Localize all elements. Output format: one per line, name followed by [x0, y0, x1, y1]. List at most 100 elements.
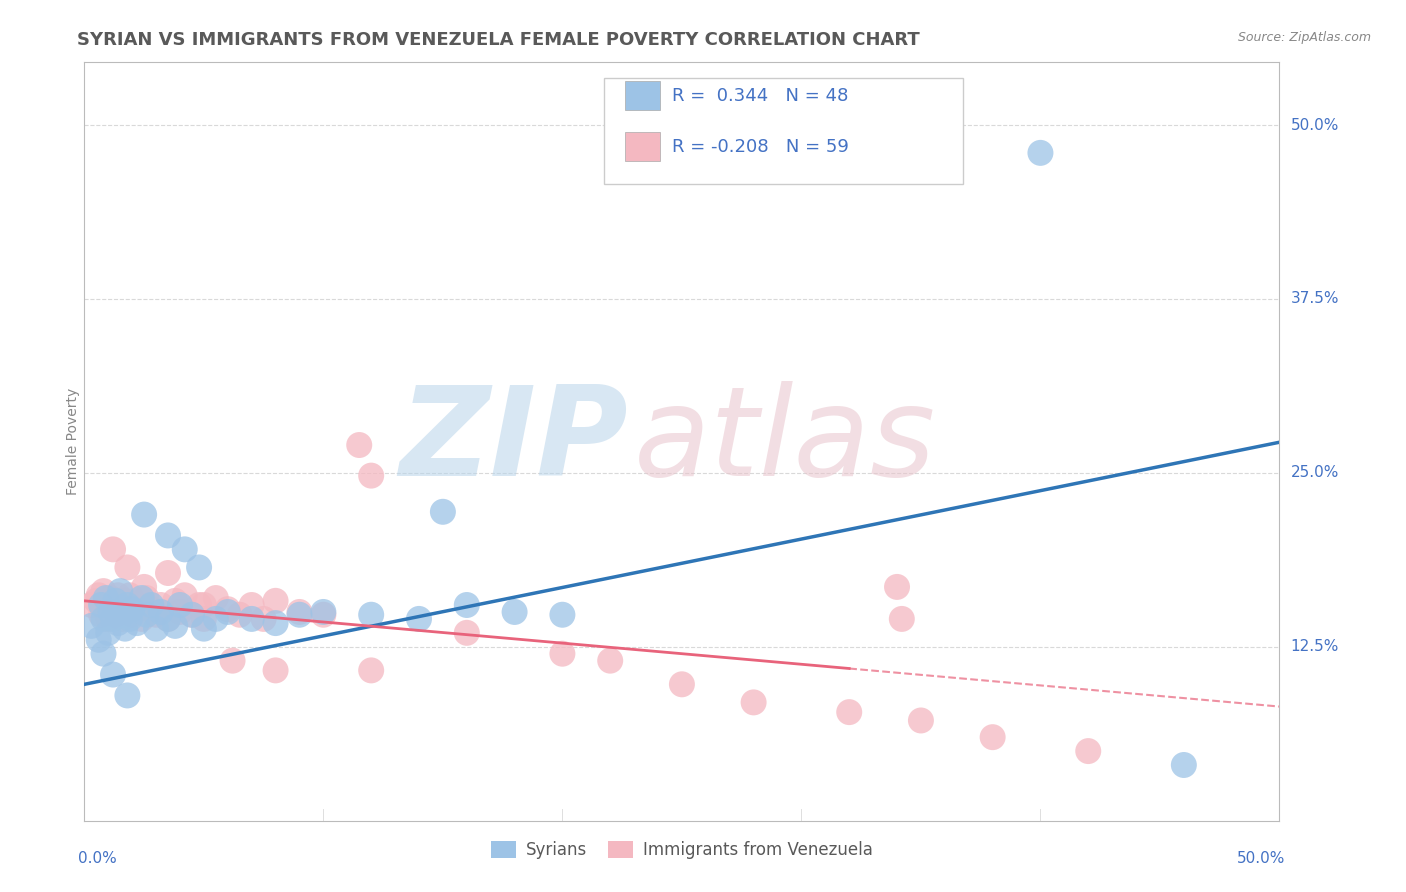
Text: R = -0.208   N = 59: R = -0.208 N = 59: [672, 137, 849, 155]
Point: [97, 612, 120, 626]
Point: [264, 664, 287, 678]
Point: [80, 619, 103, 633]
Point: [360, 607, 382, 622]
Point: [551, 647, 574, 661]
Point: [121, 602, 143, 616]
Point: [90, 607, 112, 622]
Point: [264, 616, 287, 631]
Point: [135, 591, 157, 605]
Point: [141, 602, 163, 616]
Text: 37.5%: 37.5%: [1291, 292, 1339, 307]
Point: [890, 612, 912, 626]
Point: [288, 607, 311, 622]
Text: R =  0.344   N = 48: R = 0.344 N = 48: [672, 87, 849, 104]
Text: 50.0%: 50.0%: [1291, 118, 1339, 133]
Text: Source: ZipAtlas.com: Source: ZipAtlas.com: [1237, 31, 1371, 45]
Point: [599, 654, 621, 668]
Point: [221, 654, 243, 668]
Point: [240, 598, 263, 612]
Point: [169, 598, 191, 612]
Point: [118, 588, 141, 602]
Point: [229, 607, 252, 622]
FancyBboxPatch shape: [605, 78, 963, 184]
Point: [910, 714, 932, 728]
Point: [87, 588, 110, 602]
Point: [149, 605, 172, 619]
Point: [117, 605, 139, 619]
Point: [165, 594, 187, 608]
Point: [193, 612, 215, 626]
Point: [114, 622, 136, 636]
Point: [110, 598, 132, 612]
Point: [981, 730, 1004, 744]
Point: [181, 607, 204, 622]
Point: [205, 591, 228, 605]
Text: SYRIAN VS IMMIGRANTS FROM VENEZUELA FEMALE POVERTY CORRELATION CHART: SYRIAN VS IMMIGRANTS FROM VENEZUELA FEMA…: [77, 31, 920, 49]
Point: [217, 602, 239, 616]
Text: ZIP: ZIP: [399, 381, 628, 502]
Point: [101, 667, 124, 681]
Text: atlas: atlas: [634, 381, 936, 502]
Point: [193, 622, 215, 636]
Point: [135, 607, 157, 622]
Point: [111, 612, 134, 626]
Point: [188, 598, 211, 612]
Point: [188, 560, 211, 574]
Point: [131, 591, 153, 605]
Point: [141, 598, 163, 612]
Point: [193, 598, 215, 612]
Point: [149, 598, 172, 612]
Point: [93, 584, 115, 599]
Point: [1173, 758, 1195, 772]
Point: [264, 594, 287, 608]
Point: [101, 598, 124, 612]
Text: 12.5%: 12.5%: [1291, 640, 1339, 654]
Point: [100, 591, 122, 605]
Point: [165, 619, 187, 633]
Point: [173, 542, 195, 557]
Point: [132, 508, 156, 522]
Point: [86, 594, 108, 608]
Text: 25.0%: 25.0%: [1291, 466, 1339, 480]
Point: [408, 612, 430, 626]
Point: [145, 607, 167, 622]
Point: [145, 622, 167, 636]
Point: [118, 612, 141, 626]
Point: [90, 598, 112, 612]
Point: [360, 664, 382, 678]
Point: [169, 605, 191, 619]
Point: [349, 438, 371, 452]
Point: [456, 625, 478, 640]
Point: [100, 605, 122, 619]
Point: [432, 505, 454, 519]
Point: [157, 528, 180, 542]
Point: [181, 607, 204, 622]
Point: [1029, 145, 1052, 160]
Point: [838, 705, 860, 719]
Point: [132, 580, 156, 594]
Point: [104, 594, 127, 608]
Point: [117, 598, 139, 612]
Point: [886, 580, 908, 594]
Point: [217, 605, 239, 619]
Point: [205, 612, 228, 626]
Y-axis label: Female Poverty: Female Poverty: [66, 388, 80, 495]
Point: [110, 584, 132, 599]
Point: [80, 598, 103, 612]
Point: [107, 588, 129, 602]
Point: [157, 612, 180, 626]
Point: [157, 566, 180, 580]
Point: [101, 542, 124, 557]
Text: 50.0%: 50.0%: [1237, 851, 1285, 866]
Point: [117, 560, 139, 574]
Point: [125, 598, 148, 612]
Point: [114, 594, 136, 608]
Point: [94, 602, 117, 616]
Point: [240, 612, 263, 626]
FancyBboxPatch shape: [624, 81, 661, 111]
Point: [93, 647, 115, 661]
Point: [111, 607, 134, 622]
Point: [360, 468, 382, 483]
Point: [288, 605, 311, 619]
Point: [117, 689, 139, 703]
